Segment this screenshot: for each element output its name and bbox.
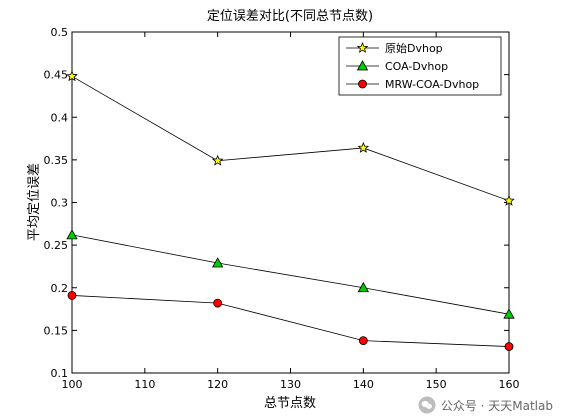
- series-2-point: [213, 298, 223, 308]
- series-0-point: [357, 141, 370, 153]
- chart-title: 定位误差对比(不同总节点数): [207, 9, 373, 24]
- series-line-2: [71, 295, 510, 347]
- x-tick-label: 120: [207, 378, 228, 391]
- legend-label: COA-Dvhop: [385, 60, 448, 73]
- series-line-1: [71, 234, 510, 315]
- legend-marker: [358, 79, 367, 89]
- y-tick-label: 0.4: [51, 111, 69, 124]
- y-tick-label: 0.35: [44, 154, 69, 167]
- series-2-point: [67, 291, 77, 300]
- y-tick-label: 0.1: [51, 367, 69, 380]
- legend-label: MRW-COA-Dvhop: [385, 78, 479, 91]
- legend-marker: [356, 60, 369, 71]
- y-tick-label: 0.5: [51, 26, 69, 39]
- series-1-point: [66, 229, 78, 240]
- series-2-point: [504, 342, 514, 351]
- wechat-icon: [418, 396, 436, 414]
- x-axis-title: 总节点数: [264, 396, 316, 411]
- watermark-text: 公众号 · 天天Matlab: [440, 398, 553, 413]
- watermark: 公众号 · 天天Matlab: [418, 394, 553, 416]
- series-1-point: [503, 308, 515, 319]
- x-tick-label: 150: [426, 378, 447, 391]
- y-tick-label: 0.2: [51, 282, 69, 295]
- legend-label: 原始Dvhop: [385, 41, 443, 55]
- series-1-point: [211, 257, 224, 268]
- y-tick-label: 0.25: [44, 239, 69, 252]
- legend: 原始Dvhop COA-Dvhop MRW-COA-Dvhop: [338, 36, 502, 96]
- x-tick-label: 110: [134, 378, 155, 391]
- series-0-point: [66, 70, 78, 82]
- y-tick-label: 0.3: [51, 197, 69, 210]
- series-0-point: [503, 194, 515, 206]
- series-0-point: [211, 154, 224, 166]
- y-axis-title: 平均定位误差: [27, 163, 42, 241]
- x-tick-label: 140: [353, 378, 374, 391]
- x-tick-label: 100: [62, 378, 83, 391]
- y-tick-label: 0.15: [44, 324, 69, 337]
- x-tick-label: 130: [280, 378, 301, 391]
- legend-marker: [356, 41, 369, 53]
- series-2-point: [358, 336, 368, 346]
- series-1-point: [357, 281, 370, 293]
- x-tick-label: 160: [499, 378, 520, 391]
- series-line-0: [71, 75, 510, 202]
- y-tick-label: 0.45: [44, 69, 69, 82]
